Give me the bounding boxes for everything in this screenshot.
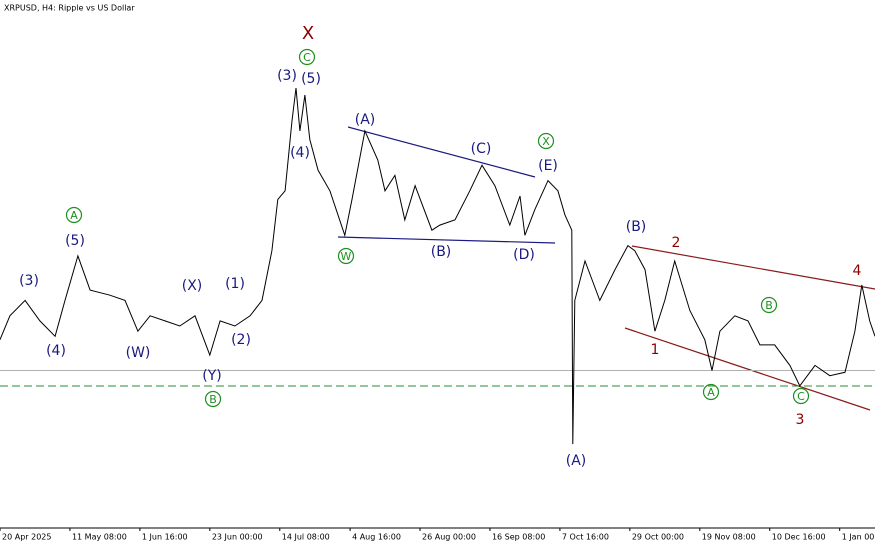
wave-label: 1 [651, 342, 660, 358]
label-circle [537, 132, 555, 150]
trend-line [624, 327, 871, 411]
label-circle [792, 387, 810, 405]
wave-label: C [303, 51, 311, 64]
wave-label: (C) [471, 141, 492, 157]
wave-label: (W) [126, 345, 151, 361]
label-circle [298, 48, 316, 66]
price-line [0, 88, 875, 445]
wave-label: A [707, 386, 715, 399]
wave-label: (Y) [202, 368, 221, 384]
trend-line [337, 236, 556, 244]
wave-label: (E) [538, 158, 558, 174]
trend-lines [337, 126, 875, 411]
x-tick-label: 23 Jun 00:00 [212, 533, 263, 542]
wave-label: A [70, 209, 78, 222]
x-tick-label: 29 Oct 00:00 [632, 533, 684, 542]
wave-label: (A) [355, 112, 376, 128]
label-circle [760, 296, 778, 314]
label-circle [204, 390, 222, 408]
chart-title: XRPUSD, H4: Ripple vs US Dollar [4, 4, 135, 13]
wave-label: X [542, 135, 550, 148]
x-tick-label: 1 Jan 00:00 [842, 533, 875, 542]
wave-label: (5) [301, 71, 321, 87]
wave-label: (4) [46, 343, 66, 359]
wave-label: (4) [290, 145, 310, 161]
x-tick-label: 10 Dec 16:00 [772, 533, 826, 542]
x-tick-label: 20 Apr 2025 [2, 533, 51, 542]
wave-label: B [765, 299, 773, 312]
wave-label: (B) [626, 219, 647, 235]
wave-label: X [302, 23, 314, 44]
x-tick-label: 16 Sep 08:00 [492, 533, 545, 542]
wave-label: (3) [277, 68, 297, 84]
wave-label: B [209, 393, 217, 406]
wave-label: W [341, 250, 352, 263]
wave-label: (1) [225, 276, 245, 292]
wave-label: (D) [513, 247, 535, 263]
wave-label: (3) [19, 273, 39, 289]
x-tick-label: 14 Jul 08:00 [282, 533, 330, 542]
x-tick-label: 7 Oct 16:00 [562, 533, 609, 542]
wave-label: 3 [796, 412, 805, 428]
label-circle [702, 383, 720, 401]
x-tick-label: 11 May 08:00 [72, 533, 127, 542]
wave-label: (X) [182, 278, 203, 294]
wave-label: 2 [672, 235, 681, 251]
wave-label: (2) [231, 332, 251, 348]
wave-label: 4 [853, 263, 862, 279]
wave-label: C [797, 390, 805, 403]
x-tick-label: 4 Aug 16:00 [352, 533, 401, 542]
wave-label: (B) [431, 244, 452, 260]
trend-line [631, 245, 875, 290]
trend-line [347, 126, 536, 178]
x-tick-label: 19 Nov 08:00 [702, 533, 756, 542]
label-circle [337, 247, 355, 265]
label-circle [65, 206, 83, 224]
wave-label: (A) [566, 453, 587, 469]
x-tick-label: 26 Aug 00:00 [422, 533, 476, 542]
wave-label: (5) [65, 233, 85, 249]
x-tick-label: 1 Jun 16:00 [142, 533, 188, 542]
